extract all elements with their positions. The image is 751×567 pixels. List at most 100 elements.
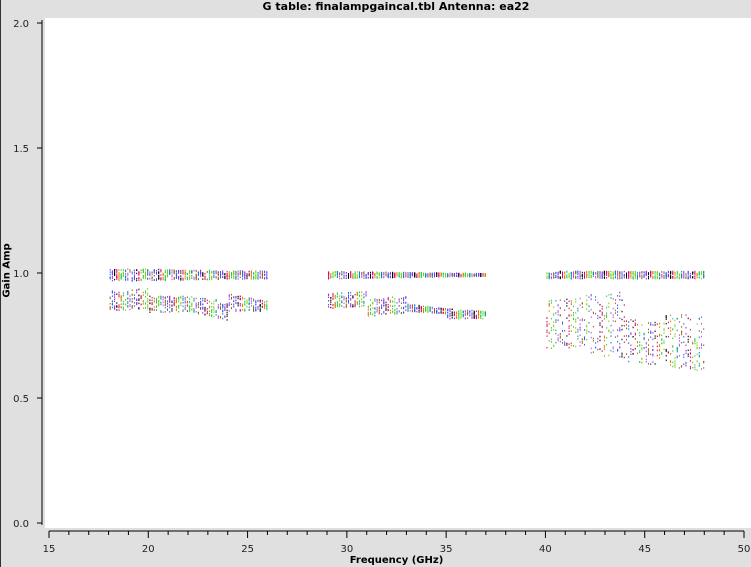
data-point	[654, 324, 656, 326]
data-point	[222, 273, 224, 276]
data-point	[255, 272, 257, 274]
data-point	[590, 294, 592, 296]
data-point	[409, 304, 411, 306]
data-point	[568, 320, 570, 322]
data-point	[698, 318, 700, 320]
data-point	[696, 323, 698, 325]
data-point	[261, 300, 263, 302]
data-point	[184, 298, 186, 301]
data-point	[348, 294, 349, 297]
data-point	[350, 299, 352, 301]
data-point	[595, 312, 597, 315]
data-point	[246, 274, 248, 277]
data-point	[557, 311, 559, 313]
data-point	[330, 277, 332, 279]
data-point	[425, 274, 427, 276]
data-point	[564, 309, 566, 311]
data-point	[630, 333, 632, 335]
data-point	[630, 348, 632, 350]
data-point	[374, 311, 376, 313]
data-point	[175, 299, 177, 301]
data-point	[599, 322, 601, 324]
data-point	[387, 309, 389, 311]
data-point	[372, 272, 374, 275]
data-point	[131, 289, 133, 291]
data-point	[164, 302, 166, 304]
data-point	[330, 306, 332, 309]
data-point	[683, 323, 685, 325]
data-point	[169, 306, 171, 309]
data-point	[661, 275, 663, 278]
data-point	[259, 310, 261, 312]
data-point	[429, 272, 431, 274]
data-point	[449, 275, 451, 277]
data-point	[182, 295, 184, 298]
data-point	[484, 314, 486, 317]
data-point	[385, 305, 387, 307]
data-point	[156, 305, 157, 307]
data-point	[131, 298, 133, 300]
data-point	[147, 301, 149, 303]
data-point	[473, 274, 475, 277]
data-point	[250, 278, 252, 280]
data-point	[239, 304, 241, 307]
data-point	[661, 339, 663, 341]
data-point	[178, 269, 180, 272]
data-point	[665, 359, 667, 362]
data-point	[191, 272, 193, 274]
data-point	[242, 309, 244, 311]
data-point	[160, 278, 162, 280]
data-point	[145, 268, 146, 271]
data-point	[374, 312, 376, 314]
data-point	[167, 271, 168, 273]
data-point	[407, 303, 409, 306]
data-point	[206, 271, 208, 274]
data-point	[114, 291, 116, 294]
data-point	[564, 272, 566, 274]
data-point	[156, 306, 157, 309]
data-point	[158, 275, 160, 277]
data-point	[250, 275, 252, 277]
data-point	[601, 325, 603, 328]
data-point	[683, 356, 685, 359]
data-point	[603, 339, 605, 342]
data-point	[634, 338, 636, 340]
data-point	[359, 294, 360, 297]
data-point	[586, 324, 588, 327]
data-point	[389, 276, 391, 279]
data-point	[153, 300, 155, 302]
x-tick-label: 40	[539, 544, 552, 555]
data-point	[255, 304, 257, 306]
data-point	[237, 302, 239, 304]
data-point	[648, 331, 649, 334]
data-point	[434, 272, 435, 274]
data-point	[550, 317, 552, 320]
data-point	[621, 272, 623, 274]
data-point	[546, 276, 548, 279]
data-point	[182, 271, 184, 273]
data-point	[548, 273, 550, 275]
data-point	[599, 348, 601, 350]
data-point	[348, 277, 349, 279]
data-point	[681, 271, 683, 273]
data-point	[484, 275, 486, 277]
data-point	[330, 303, 332, 306]
data-point	[637, 274, 638, 276]
data-point	[701, 344, 702, 347]
data-point	[573, 318, 574, 321]
data-point	[226, 271, 228, 273]
data-point	[548, 331, 550, 334]
data-point	[396, 273, 398, 275]
data-point	[683, 336, 685, 338]
data-point	[118, 309, 120, 311]
data-point	[606, 344, 608, 346]
data-point	[129, 308, 131, 311]
data-point	[453, 311, 455, 313]
data-point	[566, 335, 568, 337]
y-tick-label: 0.0	[13, 519, 29, 530]
data-point	[339, 303, 341, 305]
data-point	[242, 275, 244, 278]
data-point	[257, 308, 259, 310]
data-point	[672, 328, 674, 331]
